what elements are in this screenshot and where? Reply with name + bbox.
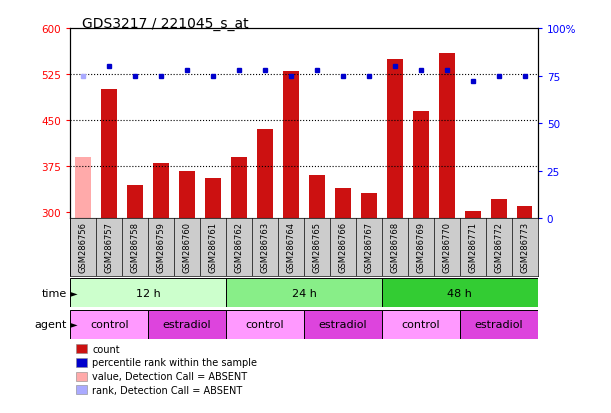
Text: GSM286759: GSM286759 — [156, 222, 166, 273]
Text: GSM286765: GSM286765 — [312, 222, 321, 273]
Text: GSM286764: GSM286764 — [287, 222, 296, 273]
Text: GSM286767: GSM286767 — [364, 222, 373, 273]
Text: ►: ► — [67, 288, 78, 298]
Text: GSM286773: GSM286773 — [520, 222, 529, 273]
Text: percentile rank within the sample: percentile rank within the sample — [92, 358, 257, 368]
Bar — [387, 59, 403, 219]
Bar — [382, 310, 459, 339]
Text: GSM286761: GSM286761 — [208, 222, 218, 273]
Bar — [127, 185, 143, 219]
Text: control: control — [90, 320, 128, 330]
Text: control: control — [246, 320, 284, 330]
Bar — [465, 211, 480, 219]
Bar — [76, 158, 91, 219]
Text: control: control — [401, 320, 440, 330]
Text: value, Detection Call = ABSENT: value, Detection Call = ABSENT — [92, 371, 247, 381]
Bar — [517, 206, 533, 219]
Bar — [70, 278, 226, 308]
Bar — [180, 171, 195, 219]
Text: rank, Detection Call = ABSENT: rank, Detection Call = ABSENT — [92, 385, 243, 395]
Text: GSM286771: GSM286771 — [468, 222, 477, 273]
Text: estradiol: estradiol — [163, 320, 211, 330]
Bar — [226, 278, 382, 308]
Text: GSM286757: GSM286757 — [104, 222, 114, 273]
Bar — [439, 53, 455, 219]
Bar — [382, 278, 538, 308]
Bar — [70, 310, 148, 339]
Bar — [304, 310, 382, 339]
Text: GSM286770: GSM286770 — [442, 222, 452, 273]
Bar — [226, 310, 304, 339]
Text: GSM286769: GSM286769 — [416, 222, 425, 273]
Bar — [335, 188, 351, 219]
Text: GSM286760: GSM286760 — [183, 222, 192, 273]
Text: GSM286766: GSM286766 — [338, 222, 348, 273]
Text: GSM286768: GSM286768 — [390, 222, 400, 273]
Text: GSM286772: GSM286772 — [494, 222, 503, 273]
Bar — [361, 193, 376, 219]
Text: time: time — [42, 288, 67, 298]
Text: 12 h: 12 h — [136, 288, 161, 298]
Bar — [459, 310, 538, 339]
Text: GSM286756: GSM286756 — [79, 222, 88, 273]
Bar — [413, 112, 428, 219]
Bar — [231, 158, 247, 219]
Bar — [283, 72, 299, 219]
Bar — [309, 176, 324, 219]
Text: estradiol: estradiol — [474, 320, 523, 330]
Text: agent: agent — [35, 320, 67, 330]
Bar — [101, 90, 117, 219]
Text: GDS3217 / 221045_s_at: GDS3217 / 221045_s_at — [82, 17, 249, 31]
Bar — [148, 310, 226, 339]
Text: GSM286758: GSM286758 — [131, 222, 140, 273]
Bar — [257, 130, 273, 219]
Bar — [205, 179, 221, 219]
Text: ►: ► — [67, 320, 78, 330]
Text: 48 h: 48 h — [447, 288, 472, 298]
Bar — [491, 199, 507, 219]
Text: GSM286763: GSM286763 — [260, 222, 269, 273]
Text: GSM286762: GSM286762 — [235, 222, 244, 273]
Text: 24 h: 24 h — [291, 288, 316, 298]
Text: count: count — [92, 344, 120, 354]
Bar — [153, 164, 169, 219]
Text: estradiol: estradiol — [318, 320, 367, 330]
